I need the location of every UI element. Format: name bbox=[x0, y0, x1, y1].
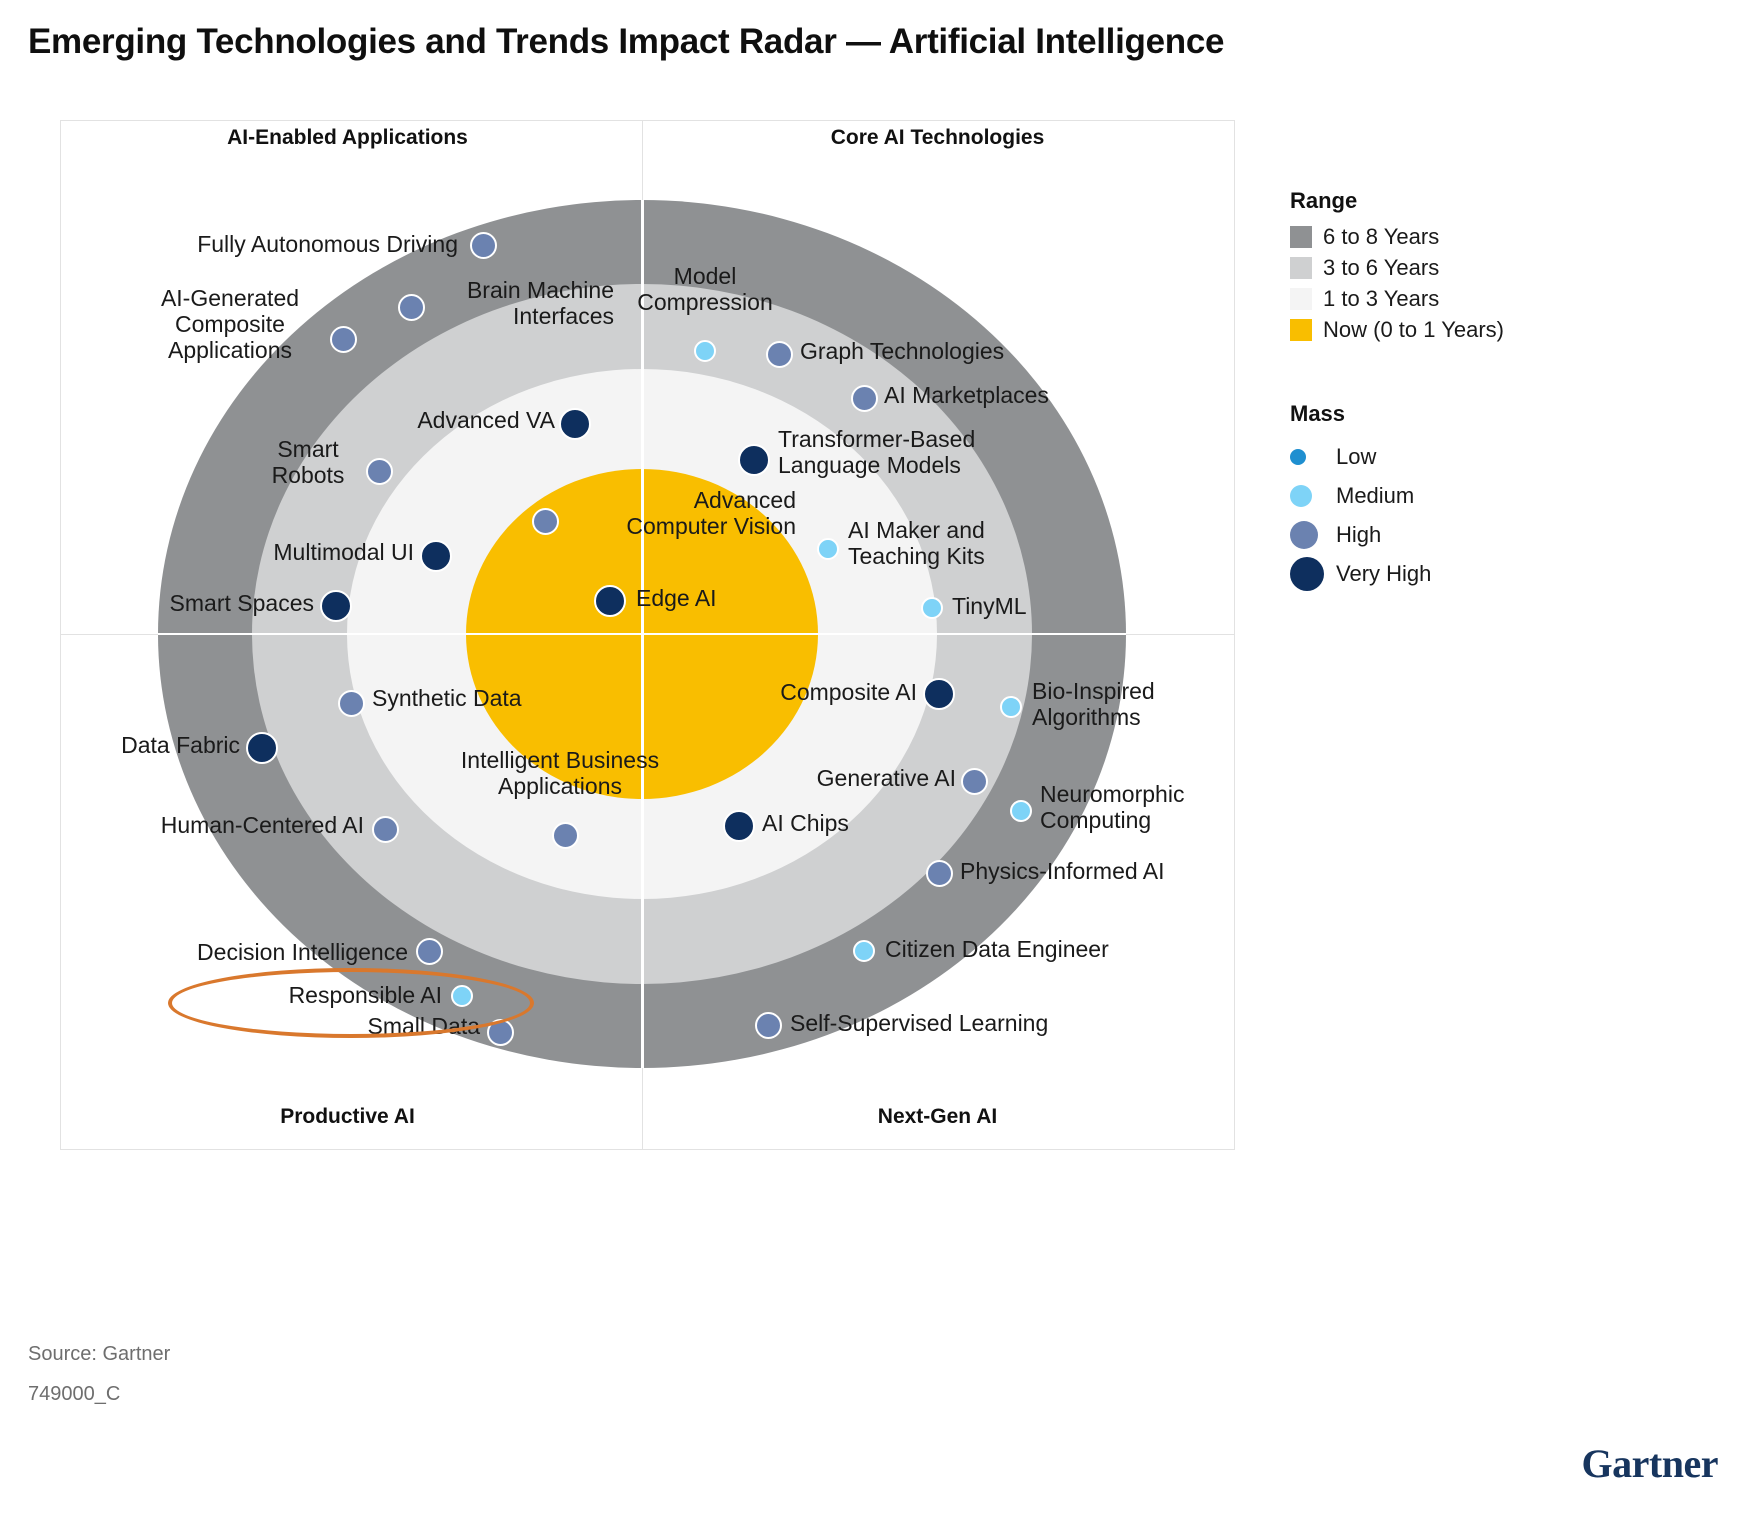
legend-label-medium: Medium bbox=[1336, 482, 1415, 508]
blip-physics-informed-ai[interactable] bbox=[926, 860, 953, 887]
legend-item-range-1-3[interactable]: 1 to 3 Years bbox=[1290, 286, 1730, 312]
radar-axis-horizontal bbox=[158, 633, 1126, 635]
blip-label-multimodal-ui: Multimodal UI bbox=[273, 539, 414, 565]
blip-label-human-centered-ai: Human-Centered AI bbox=[160, 812, 364, 838]
legend-dot-wrap-high bbox=[1290, 520, 1336, 549]
blip-label-edge-ai: Edge AI bbox=[636, 585, 717, 611]
legend-swatch-now bbox=[1290, 319, 1312, 341]
legend-dot-very-high bbox=[1290, 556, 1324, 591]
blip-label-transformer-based-language-models: Transformer-Based Language Models bbox=[778, 426, 976, 478]
blip-bio-inspired-algorithms[interactable] bbox=[1000, 696, 1022, 718]
legend-label-low: Low bbox=[1336, 443, 1377, 469]
blip-smart-spaces[interactable] bbox=[320, 590, 352, 622]
blip-label-self-supervised-learning: Self-Supervised Learning bbox=[790, 1010, 1049, 1036]
blip-label-tinyml: TinyML bbox=[952, 593, 1027, 619]
blip-decision-intelligence[interactable] bbox=[416, 938, 443, 965]
quadrant-label-top-right: Core AI Technologies bbox=[830, 126, 1045, 149]
legend-label-6-8-years: 6 to 8 Years bbox=[1323, 224, 1440, 249]
blip-label-composite-ai: Composite AI bbox=[780, 679, 917, 705]
legend-item-mass-high[interactable]: High bbox=[1290, 515, 1730, 554]
legend-dot-wrap-low bbox=[1290, 448, 1336, 465]
quadrant-label-top-left: AI-Enabled Applications bbox=[227, 126, 468, 149]
blip-label-ai-generated-composite-applications: AI-Generated Composite Applications bbox=[160, 285, 300, 363]
highlight-ellipse-responsible-ai bbox=[168, 968, 534, 1038]
legend-label-3-6-years: 3 to 6 Years bbox=[1323, 255, 1440, 280]
legend: Range 6 to 8 Years 3 to 6 Years 1 to 3 Y… bbox=[1290, 188, 1730, 593]
blip-multimodal-ui[interactable] bbox=[420, 540, 452, 572]
blip-label-ai-marketplaces: AI Marketplaces bbox=[884, 382, 1049, 408]
legend-mass-block: Mass Low Medium High Very High bbox=[1290, 401, 1730, 593]
legend-label-now: Now (0 to 1 Years) bbox=[1323, 317, 1504, 342]
legend-item-mass-low[interactable]: Low bbox=[1290, 437, 1730, 476]
gartner-logo: Gartner bbox=[1581, 1441, 1719, 1486]
legend-dot-wrap-very-high bbox=[1290, 556, 1336, 591]
blip-ai-marketplaces[interactable] bbox=[851, 385, 878, 412]
legend-item-range-6-8[interactable]: 6 to 8 Years bbox=[1290, 224, 1730, 250]
blip-edge-ai[interactable] bbox=[594, 585, 626, 617]
blip-label-advanced-va: Advanced VA bbox=[417, 407, 555, 433]
blip-self-supervised-learning[interactable] bbox=[755, 1012, 782, 1039]
blip-label-bio-inspired-algorithms: Bio-Inspired Algorithms bbox=[1032, 678, 1155, 730]
legend-range-heading: Range bbox=[1290, 188, 1358, 213]
blip-label-citizen-data-engineer: Citizen Data Engineer bbox=[885, 936, 1109, 962]
legend-label-high: High bbox=[1336, 521, 1382, 547]
blip-label-neuromorphic-computing: Neuromorphic Computing bbox=[1040, 781, 1185, 833]
blip-composite-ai[interactable] bbox=[923, 678, 955, 710]
blip-ai-chips[interactable] bbox=[723, 810, 755, 842]
blip-generative-ai[interactable] bbox=[961, 768, 988, 795]
blip-tinyml[interactable] bbox=[921, 597, 943, 619]
blip-advanced-va[interactable] bbox=[559, 408, 591, 440]
page-title: Emerging Technologies and Trends Impact … bbox=[28, 22, 1225, 61]
blip-smart-robots[interactable] bbox=[366, 458, 393, 485]
blip-fully-autonomous-driving[interactable] bbox=[470, 232, 497, 259]
blip-advanced-computer-vision[interactable] bbox=[532, 508, 559, 535]
quadrant-label-bottom-left: Productive AI bbox=[280, 1105, 415, 1128]
blip-label-intelligent-business-applications: Intelligent Business Applications bbox=[460, 747, 660, 799]
legend-item-mass-medium[interactable]: Medium bbox=[1290, 476, 1730, 515]
blip-ai-maker-and-teaching-kits[interactable] bbox=[817, 538, 839, 560]
blip-intelligent-business-applications[interactable] bbox=[552, 822, 579, 849]
blip-transformer-based-language-models[interactable] bbox=[738, 444, 770, 476]
source-note: Source: Gartner bbox=[28, 1343, 171, 1365]
legend-item-mass-very-high[interactable]: Very High bbox=[1290, 554, 1730, 593]
blip-label-generative-ai: Generative AI bbox=[816, 765, 956, 791]
blip-brain-machine-interfaces[interactable] bbox=[398, 294, 425, 321]
blip-citizen-data-engineer[interactable] bbox=[853, 940, 875, 962]
blip-label-fully-autonomous-driving: Fully Autonomous Driving bbox=[197, 231, 458, 257]
blip-synthetic-data[interactable] bbox=[338, 690, 365, 717]
legend-swatch-3-6-years bbox=[1290, 257, 1312, 279]
legend-dot-wrap-medium bbox=[1290, 484, 1336, 507]
legend-swatch-1-3-years bbox=[1290, 288, 1312, 310]
blip-label-decision-intelligence: Decision Intelligence bbox=[197, 939, 408, 965]
blip-human-centered-ai[interactable] bbox=[372, 816, 399, 843]
blip-label-graph-technologies: Graph Technologies bbox=[800, 338, 1005, 364]
blip-label-model-compression: Model Compression bbox=[637, 263, 773, 315]
quadrant-label-bottom-right: Next-Gen AI bbox=[877, 1105, 998, 1128]
legend-item-range-3-6[interactable]: 3 to 6 Years bbox=[1290, 255, 1730, 281]
blip-label-advanced-computer-vision: Advanced Computer Vision bbox=[626, 487, 796, 539]
blip-model-compression[interactable] bbox=[694, 340, 716, 362]
radar-plot-frame bbox=[60, 120, 1235, 1150]
blip-label-ai-chips: AI Chips bbox=[762, 810, 849, 836]
blip-label-synthetic-data: Synthetic Data bbox=[372, 685, 522, 711]
blip-label-ai-maker-and-teaching-kits: AI Maker and Teaching Kits bbox=[848, 517, 985, 569]
legend-label-1-3-years: 1 to 3 Years bbox=[1323, 286, 1440, 311]
legend-dot-high bbox=[1290, 520, 1318, 549]
document-id: 749000_C bbox=[28, 1383, 121, 1405]
blip-label-data-fabric: Data Fabric bbox=[121, 732, 240, 758]
legend-mass-heading: Mass bbox=[1290, 401, 1346, 426]
blip-data-fabric[interactable] bbox=[246, 732, 278, 764]
legend-item-range-now[interactable]: Now (0 to 1 Years) bbox=[1290, 317, 1730, 343]
blip-neuromorphic-computing[interactable] bbox=[1010, 800, 1032, 822]
legend-dot-low bbox=[1290, 448, 1306, 465]
blip-label-smart-robots: Smart Robots bbox=[271, 436, 345, 488]
blip-ai-generated-composite-applications[interactable] bbox=[330, 326, 357, 353]
blip-label-smart-spaces: Smart Spaces bbox=[169, 590, 314, 616]
legend-dot-medium bbox=[1290, 484, 1312, 507]
legend-swatch-6-8-years bbox=[1290, 226, 1312, 248]
blip-label-physics-informed-ai: Physics-Informed AI bbox=[960, 858, 1165, 884]
legend-label-very-high: Very High bbox=[1336, 560, 1432, 586]
blip-graph-technologies[interactable] bbox=[766, 341, 793, 368]
blip-label-brain-machine-interfaces: Brain Machine Interfaces bbox=[466, 277, 614, 329]
